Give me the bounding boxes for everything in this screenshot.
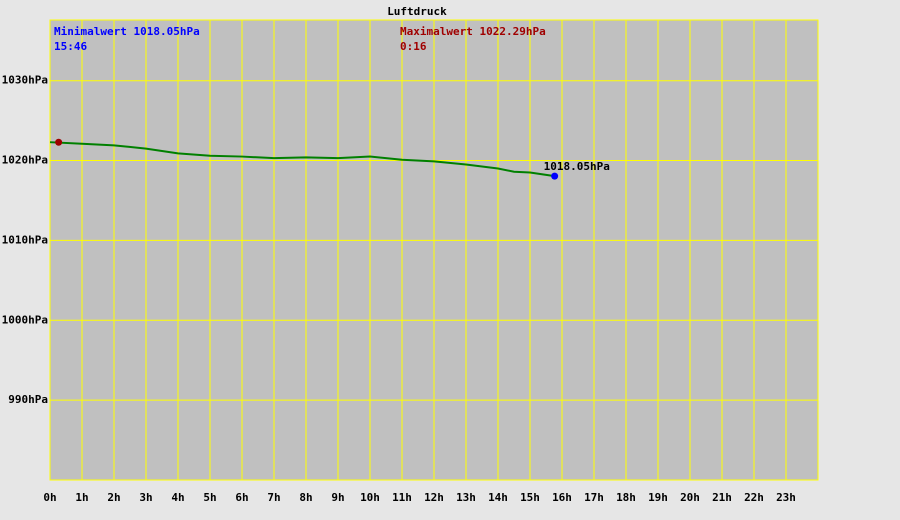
y-tick-label: 1020hPa (2, 154, 48, 167)
x-tick-label: 0h (43, 491, 56, 504)
min-annotation: Minimalwert 1018.05hPa (54, 25, 200, 38)
x-tick-label: 1h (75, 491, 88, 504)
y-tick-label: 990hPa (8, 393, 48, 406)
x-tick-label: 11h (392, 491, 412, 504)
min-time: 15:46 (54, 40, 87, 53)
x-tick-label: 17h (584, 491, 604, 504)
x-tick-label: 19h (648, 491, 668, 504)
y-tick-label: 1010hPa (2, 233, 48, 246)
line (49, 141, 555, 178)
x-tick-label: 13h (456, 491, 476, 504)
x-tick-label: 7h (267, 491, 280, 504)
x-tick-label: 3h (139, 491, 152, 504)
x-tick-label: 20h (680, 491, 700, 504)
x-tick-label: 8h (299, 491, 312, 504)
x-tick-label: 18h (616, 491, 636, 504)
x-tick-label: 2h (107, 491, 120, 504)
y-tick-label: 1000hPa (2, 313, 48, 326)
min-marker (551, 172, 559, 180)
x-tick-label: 23h (776, 491, 796, 504)
x-tick-label: 4h (171, 491, 184, 504)
chart-title: Luftdruck (387, 5, 447, 18)
x-tick-label: 16h (552, 491, 572, 504)
x-tick-label: 14h (488, 491, 508, 504)
x-tick-label: 9h (331, 491, 344, 504)
x-tick-label: 6h (235, 491, 248, 504)
max-annotation: Maximalwert 1022.29hPa (400, 25, 546, 38)
x-tick-label: 22h (744, 491, 764, 504)
x-tick-label: 15h (520, 491, 540, 504)
x-tick-label: 5h (203, 491, 216, 504)
y-tick-label: 1030hPa (2, 74, 48, 87)
max-marker (55, 138, 63, 146)
x-tick-label: 10h (360, 491, 380, 504)
min-point-label: 1018.05hPa (544, 160, 610, 173)
x-tick-label: 21h (712, 491, 732, 504)
x-tick-label: 12h (424, 491, 444, 504)
max-time: 0:16 (400, 40, 427, 53)
